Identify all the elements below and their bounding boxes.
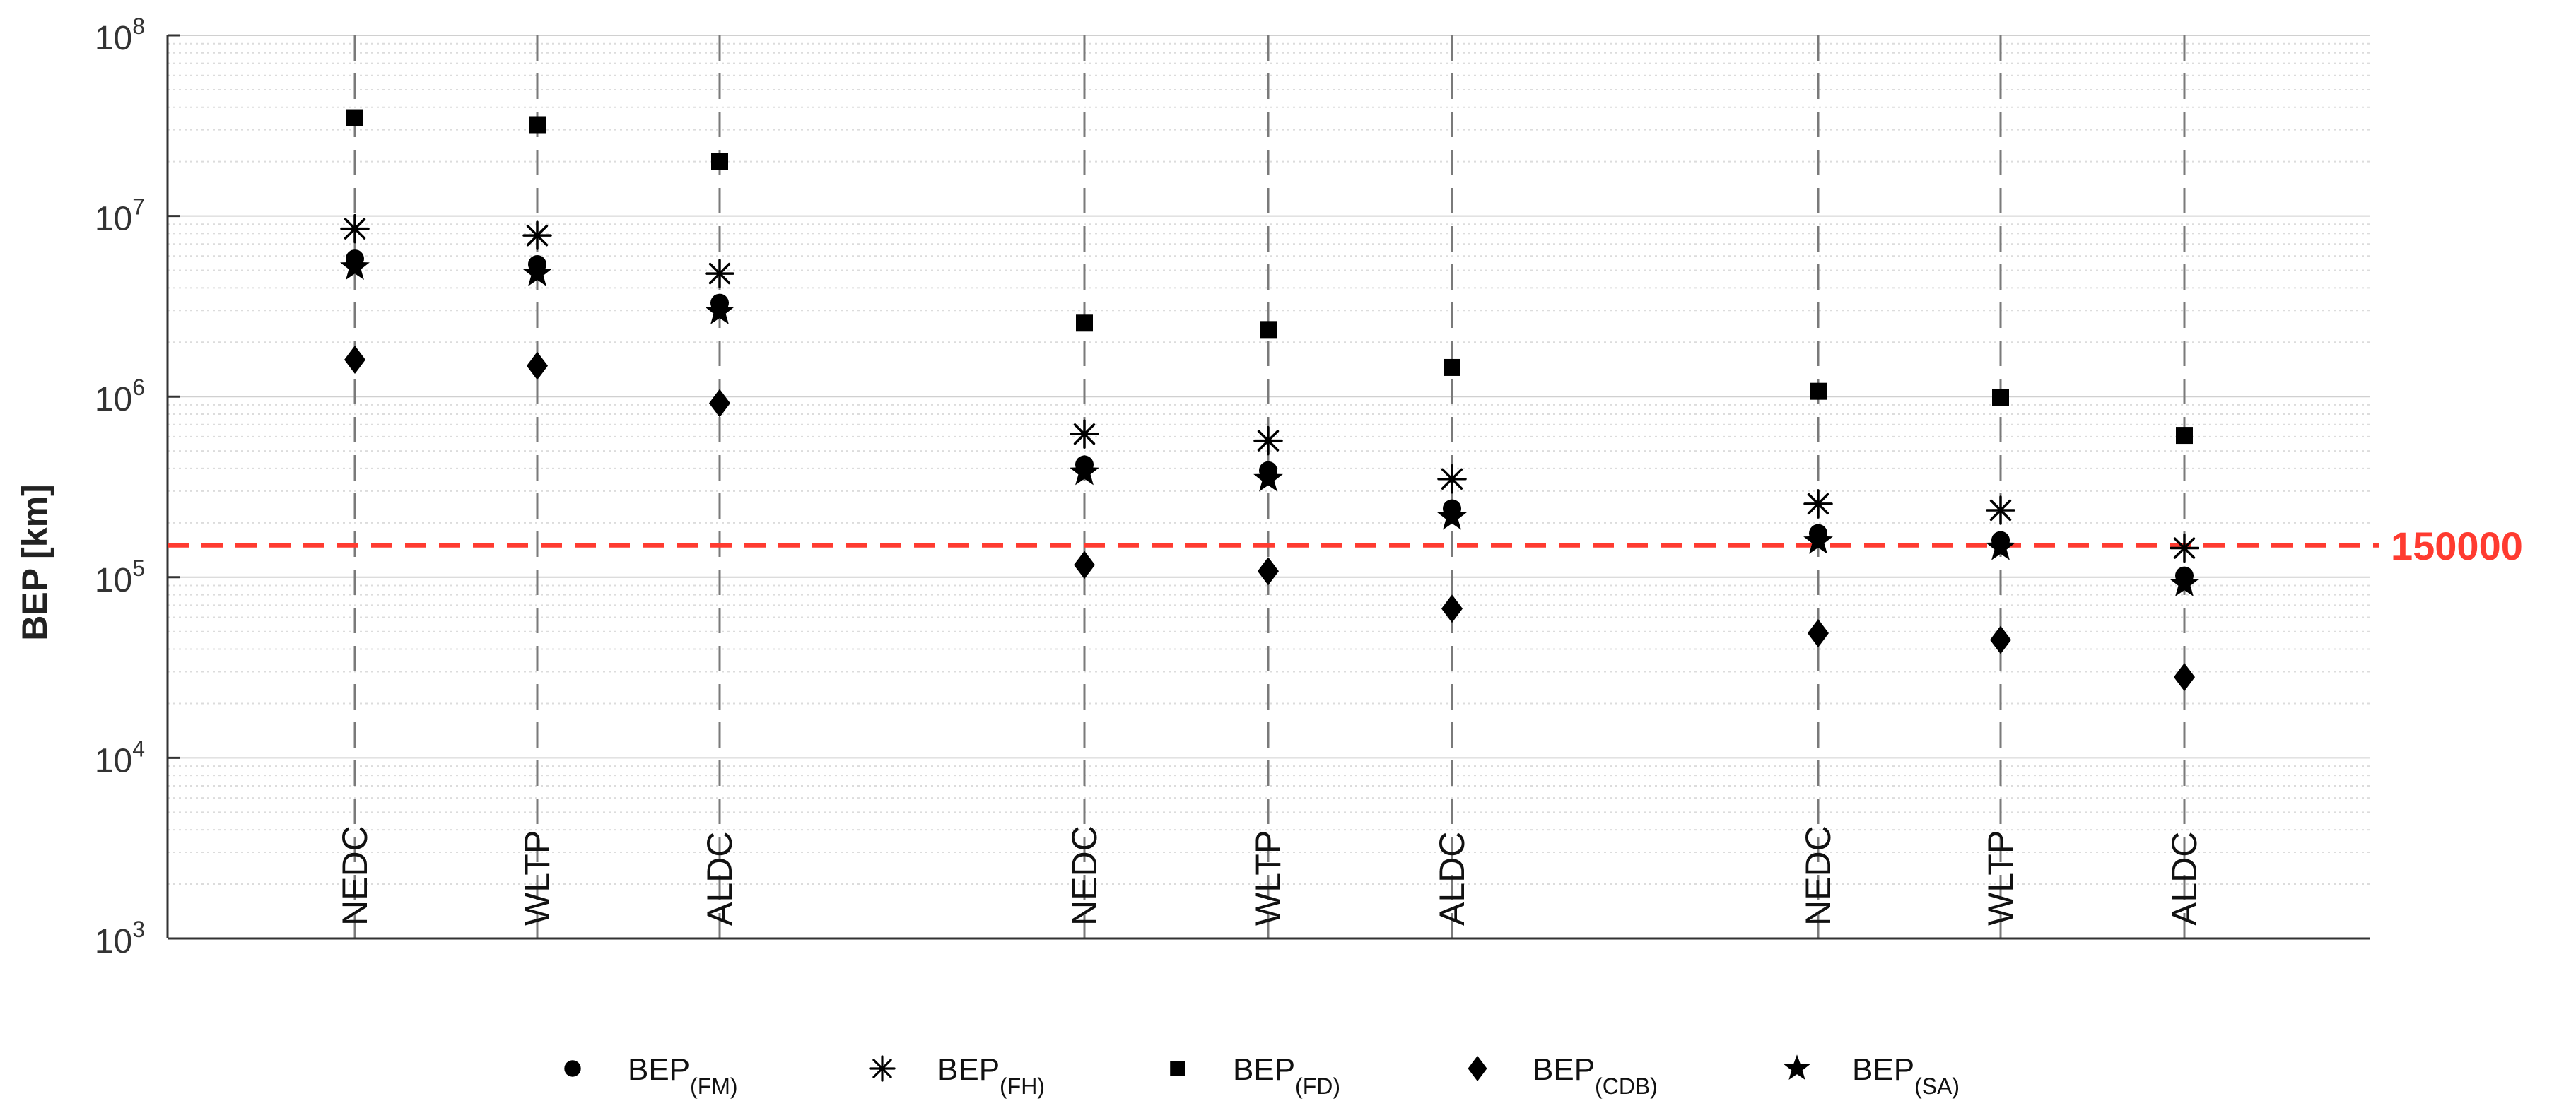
legend-item: BEP(FD)	[1170, 1052, 1340, 1099]
category-label: WLTP	[1248, 830, 1288, 926]
category-label: ALDC	[2165, 832, 2204, 926]
data-point-diamond	[527, 351, 548, 380]
data-point-star	[1070, 457, 1099, 486]
data-point-diamond	[1441, 594, 1463, 623]
series-star	[340, 252, 2199, 596]
category-label: WLTP	[517, 830, 557, 926]
series-circle	[346, 249, 2194, 585]
data-point-asterisk	[705, 259, 734, 288]
y-tick-label: 106	[95, 375, 145, 418]
y-tick-label: 104	[95, 736, 145, 779]
reference-line-label: 150000	[2391, 524, 2523, 568]
axes: 103 104 105 106 107 108	[95, 13, 2370, 960]
data-point-star	[522, 258, 552, 286]
data-point-diamond	[2174, 663, 2195, 692]
category-label: NEDC	[1798, 825, 1838, 926]
category-label: ALDC	[1432, 832, 1472, 926]
data-point-square	[529, 116, 546, 134]
legend-item: BEP(FM)	[564, 1052, 738, 1099]
data-point-asterisk	[1803, 489, 1833, 519]
data-point-star	[1986, 531, 2015, 560]
y-tick-label: 103	[95, 917, 145, 960]
legend-label: BEP(SA)	[1852, 1052, 1960, 1099]
legend-item: BEP(SA)	[1784, 1052, 1960, 1099]
category-labels: NEDC WLTP ALDC NEDC WLTP ALDC NEDC WLTP ALDC	[335, 825, 2204, 926]
data-point-star	[705, 296, 734, 324]
legend: BEP(FM) BEP(FH) BEP(FD) BEP(CDB) BEP(SA)	[564, 1052, 1960, 1099]
series-asterisk	[340, 213, 2199, 563]
data-point-square	[1444, 358, 1460, 376]
data-point-asterisk	[1070, 419, 1099, 449]
data-point-diamond	[1808, 618, 1829, 647]
reference-line-group: 150000	[168, 524, 2523, 568]
legend-item: BEP(FH)	[869, 1052, 1045, 1099]
data-point-star	[1437, 501, 1467, 530]
legend-label: BEP(CDB)	[1533, 1052, 1658, 1099]
y-tick-label: 105	[95, 555, 145, 599]
legend-marker-circle	[564, 1060, 581, 1077]
legend-label: BEP(FD)	[1233, 1052, 1340, 1099]
data-point-star	[1253, 463, 1283, 492]
data-point-asterisk	[1437, 464, 1467, 494]
legend-marker-asterisk	[869, 1055, 896, 1082]
legend-label: BEP(FH)	[937, 1052, 1045, 1099]
data-point-diamond	[709, 389, 730, 418]
legend-marker-diamond	[1468, 1056, 1487, 1081]
series-square	[346, 109, 2193, 445]
data-point-asterisk	[340, 213, 370, 244]
data-point-diamond	[1990, 625, 2011, 654]
data-point-diamond	[1258, 557, 1279, 586]
data-point-square	[346, 109, 363, 126]
data-point-square	[1260, 321, 1277, 339]
y-axis-label: BEP [km]	[15, 484, 54, 640]
legend-marker-square	[1170, 1061, 1185, 1076]
data-point-square	[1810, 382, 1827, 400]
data-point-star	[340, 252, 370, 280]
y-tick-label: 107	[95, 194, 145, 238]
category-label: ALDC	[700, 832, 739, 926]
data-point-square	[1076, 314, 1093, 332]
category-guides	[353, 35, 2186, 938]
data-point-star	[1803, 526, 1833, 554]
data-markers	[340, 109, 2199, 692]
data-point-star	[2170, 568, 2199, 596]
category-label: NEDC	[335, 825, 375, 926]
y-tick-label: 108	[95, 13, 145, 57]
category-label: WLTP	[1981, 830, 2020, 926]
data-point-asterisk	[522, 220, 552, 250]
legend-label: BEP(FM)	[628, 1052, 738, 1099]
data-point-asterisk	[1986, 495, 2015, 525]
data-point-asterisk	[1253, 425, 1283, 456]
data-point-diamond	[1074, 551, 1095, 579]
data-point-square	[711, 153, 728, 170]
data-point-square	[2176, 427, 2193, 445]
series-diamond	[344, 346, 2195, 692]
data-point-square	[1992, 389, 2009, 406]
legend-item: BEP(CDB)	[1468, 1052, 1658, 1099]
legend-marker-star	[1784, 1054, 1810, 1080]
data-point-diamond	[344, 346, 365, 375]
data-point-asterisk	[2170, 533, 2199, 563]
category-label: NEDC	[1065, 825, 1104, 926]
